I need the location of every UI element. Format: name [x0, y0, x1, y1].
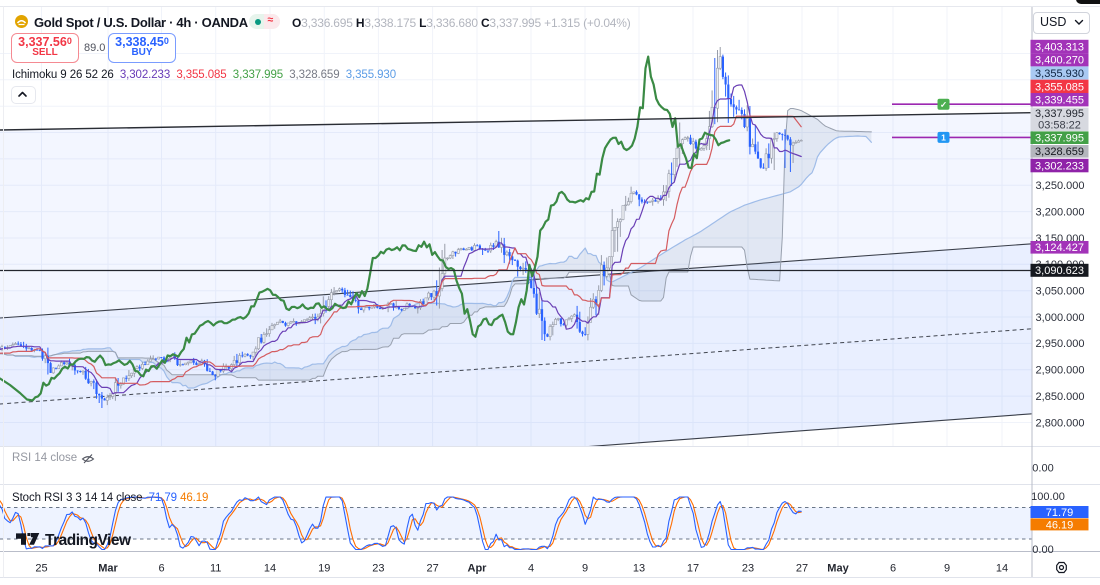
- svg-text:27: 27: [426, 563, 438, 575]
- svg-text:9: 9: [582, 563, 588, 575]
- svg-text:2,950.000: 2,950.000: [1036, 338, 1085, 350]
- svg-text:3,400.270: 3,400.270: [1035, 55, 1084, 67]
- svg-text:3,355.085: 3,355.085: [1035, 81, 1084, 93]
- svg-text:3,050.000: 3,050.000: [1036, 286, 1085, 298]
- svg-text:✓: ✓: [940, 99, 947, 109]
- svg-text:23: 23: [372, 563, 384, 575]
- svg-text:0.00: 0.00: [1032, 463, 1053, 475]
- svg-text:2,900.000: 2,900.000: [1036, 365, 1085, 377]
- svg-text:14: 14: [264, 563, 276, 575]
- svg-text:Apr: Apr: [468, 563, 488, 575]
- svg-text:14: 14: [996, 563, 1008, 575]
- svg-text:27: 27: [796, 563, 808, 575]
- svg-text:03:58:22: 03:58:22: [1038, 119, 1081, 131]
- svg-text:0.00: 0.00: [1032, 544, 1053, 556]
- svg-text:3,328.659: 3,328.659: [1035, 146, 1084, 158]
- svg-text:25: 25: [35, 563, 47, 575]
- svg-text:6: 6: [890, 563, 896, 575]
- svg-text:3,000.000: 3,000.000: [1036, 312, 1085, 324]
- svg-text:3,355.930: 3,355.930: [1035, 68, 1084, 80]
- svg-text:71.79: 71.79: [1046, 507, 1074, 519]
- svg-text:3,090.623: 3,090.623: [1035, 265, 1084, 277]
- svg-text:23: 23: [742, 563, 754, 575]
- svg-text:100.00: 100.00: [1031, 491, 1065, 503]
- svg-text:19: 19: [318, 563, 330, 575]
- svg-text:17: 17: [687, 563, 699, 575]
- svg-text:May: May: [827, 563, 849, 575]
- svg-text:13: 13: [633, 563, 645, 575]
- svg-text:3,337.995: 3,337.995: [1035, 133, 1084, 145]
- svg-text:46.19: 46.19: [1046, 519, 1074, 531]
- svg-text:3,339.455: 3,339.455: [1035, 95, 1084, 107]
- svg-text:2,850.000: 2,850.000: [1036, 391, 1085, 403]
- svg-text:9: 9: [944, 563, 950, 575]
- svg-text:4: 4: [528, 563, 534, 575]
- svg-text:11: 11: [210, 563, 221, 575]
- svg-text:3,337.995: 3,337.995: [1035, 108, 1084, 120]
- svg-text:3,250.000: 3,250.000: [1036, 180, 1085, 192]
- svg-text:3,302.233: 3,302.233: [1035, 161, 1084, 173]
- svg-text:Mar: Mar: [98, 563, 118, 575]
- svg-text:3,124.427: 3,124.427: [1035, 242, 1084, 254]
- svg-text:2,800.000: 2,800.000: [1036, 417, 1085, 429]
- svg-text:6: 6: [158, 563, 164, 575]
- svg-text:3,403.313: 3,403.313: [1035, 41, 1084, 53]
- svg-text:1: 1: [941, 133, 946, 143]
- svg-text:3,200.000: 3,200.000: [1036, 207, 1085, 219]
